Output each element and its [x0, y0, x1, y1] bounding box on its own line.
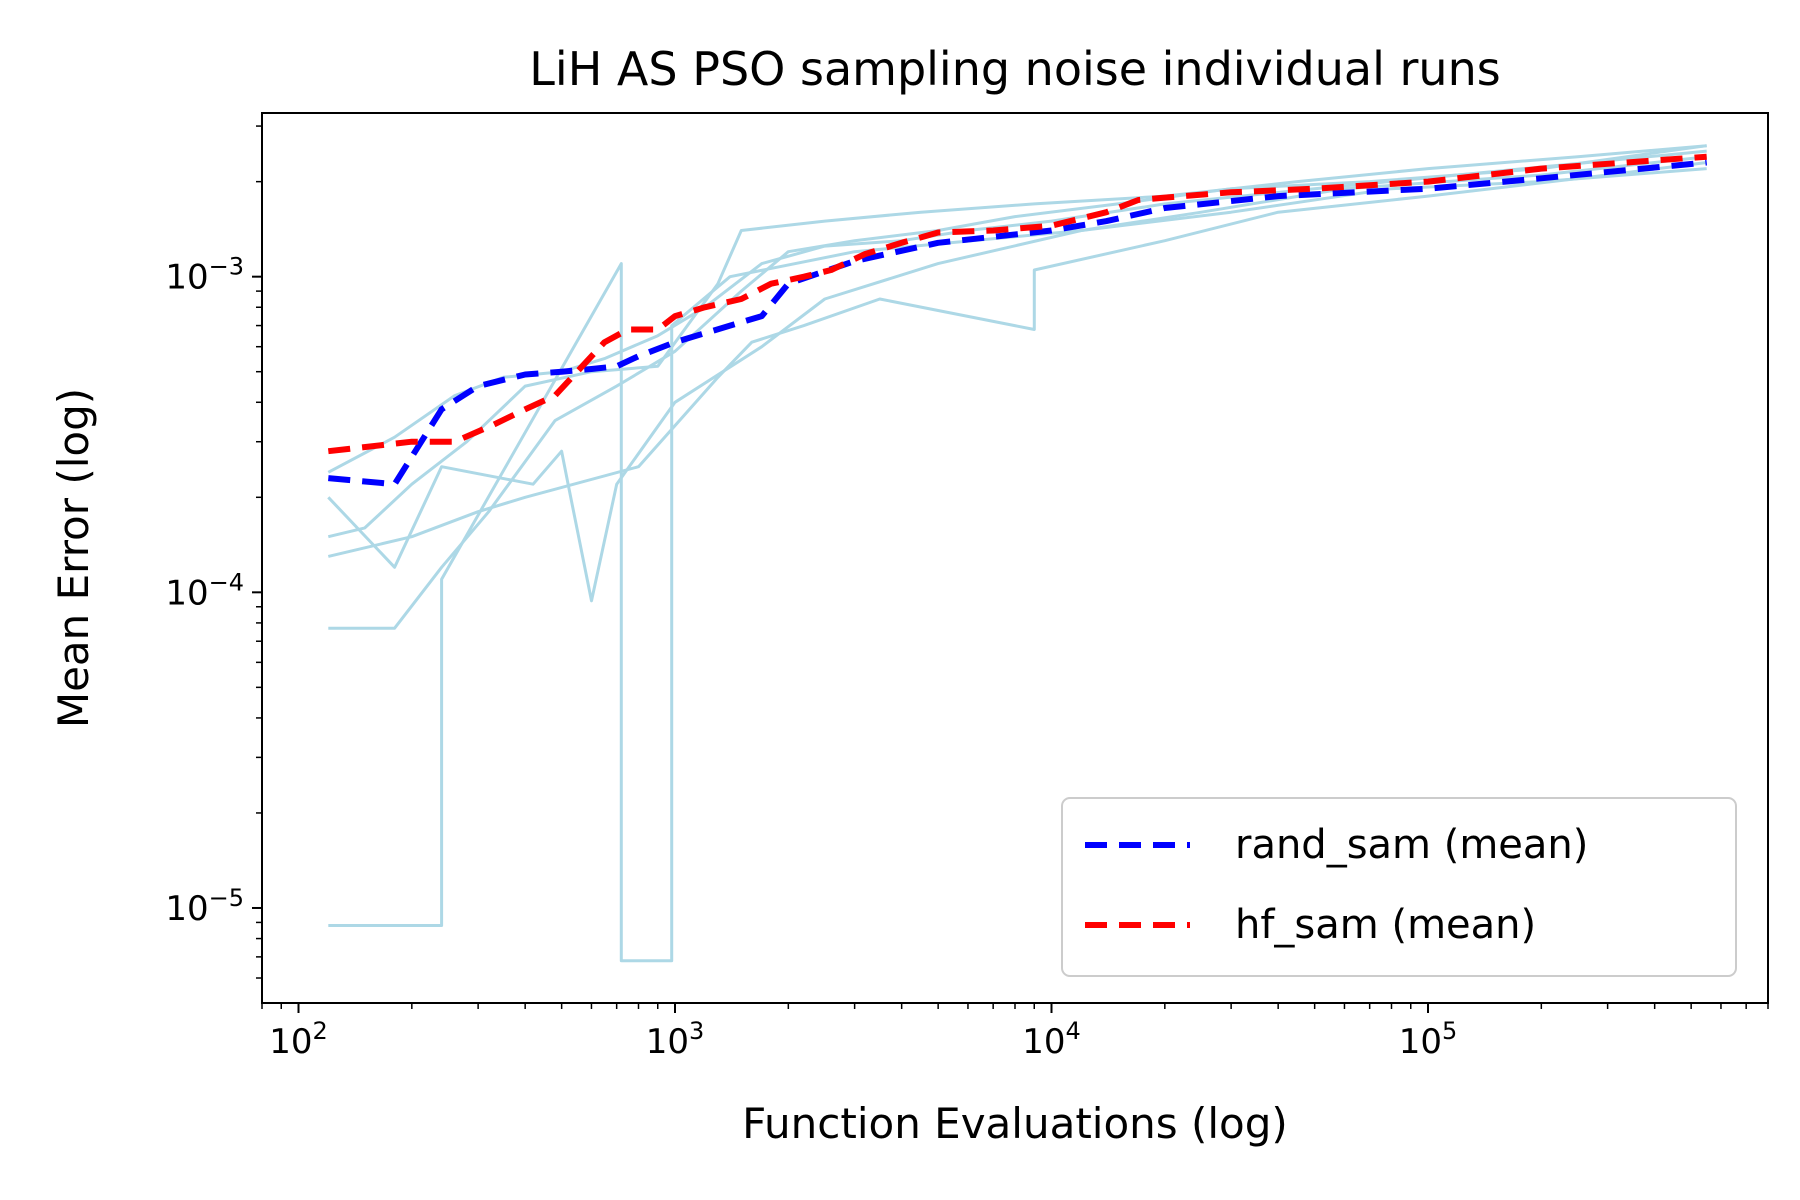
legend-frame [1061, 797, 1737, 977]
run-line-rand-3 [327, 161, 1707, 558]
run-line-rand-5 [328, 144, 1707, 630]
run-line-rand-2 [327, 167, 1707, 603]
x-tick-label: 105 [1399, 1017, 1458, 1062]
legend: rand_sam (mean) hf_sam (mean) [1061, 797, 1737, 977]
series-line-hf-mean [327, 153, 1707, 455]
chart-title: LiH AS PSO sampling noise individual run… [529, 42, 1500, 96]
x-tick-label: 102 [269, 1017, 328, 1062]
y-tick-label: 10−5 [165, 884, 244, 929]
x-tick-label: 103 [646, 1017, 705, 1062]
y-tick-label: 10−4 [165, 568, 244, 613]
x-axis: 102 103 104 105 [261, 1003, 1769, 1062]
series-line-rand-mean [328, 159, 1707, 488]
y-axis-label: Mean Error (log) [49, 388, 98, 728]
x-tick-label: 104 [1022, 1017, 1081, 1062]
legend-label-rand-mean: rand_sam (mean) [1235, 822, 1588, 868]
legend-label-hf-mean: hf_sam (mean) [1235, 902, 1536, 948]
y-tick-label: 10−3 [165, 253, 244, 298]
run-line-rand-6 [327, 144, 1707, 539]
series-layer [327, 144, 1707, 963]
x-axis-label: Function Evaluations (log) [742, 1099, 1288, 1148]
y-axis: 10−5 10−4 10−3 [165, 125, 262, 979]
